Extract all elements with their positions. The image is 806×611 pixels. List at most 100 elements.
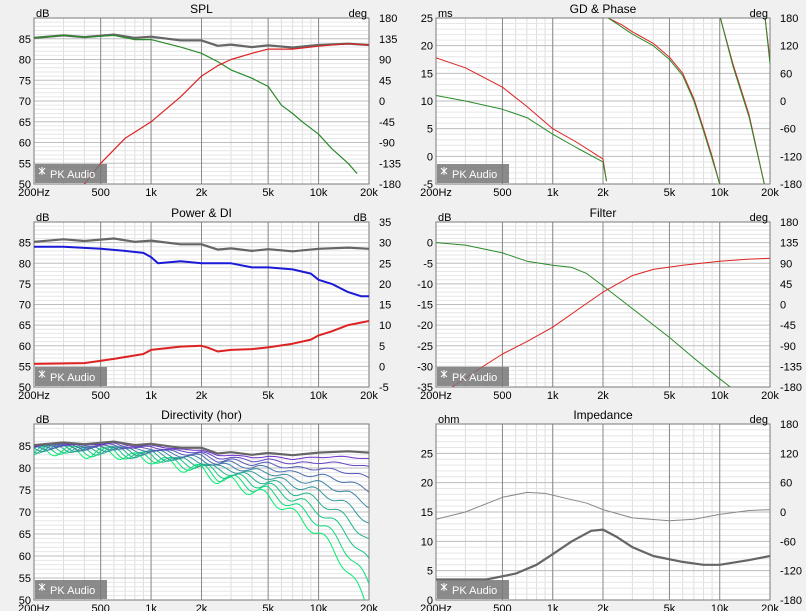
series-impedance (436, 528, 770, 581)
brand-label: PK Audio (452, 585, 497, 597)
left-tick-label: 10 (421, 96, 433, 108)
x-tick-label: 20k (360, 603, 378, 611)
x-tick-label: 1k (145, 187, 157, 199)
left-tick-label: 75 (19, 279, 31, 291)
chart-title: Impedance (573, 408, 633, 422)
brand-badge (35, 580, 107, 599)
x-tick-label: 20k (360, 390, 378, 402)
right-tick-label: 120 (780, 448, 798, 460)
plot-border (435, 221, 771, 388)
brand-badge (35, 367, 107, 386)
x-tick-label: 500 (91, 187, 109, 199)
right-tick-label: 45 (379, 75, 391, 87)
left-axis-unit: dB (36, 414, 49, 426)
left-tick-label: 20 (421, 478, 433, 490)
right-tick-label: -180 (379, 179, 401, 191)
x-tick-label: 1k (547, 390, 559, 402)
left-tick-label: 85 (19, 34, 31, 46)
x-tick-label: 10k (310, 187, 328, 199)
right-tick-label: -5 (379, 382, 389, 394)
x-tick-label: 200Hz (420, 603, 452, 611)
left-tick-label: 55 (19, 158, 31, 170)
right-tick-label: 90 (780, 258, 792, 270)
x-tick-label: 2k (597, 187, 609, 199)
right-axis-unit: deg (750, 212, 768, 224)
x-tick-label: 200Hz (420, 187, 452, 199)
left-tick-label: 65 (19, 320, 31, 332)
right-tick-label: 180 (379, 13, 397, 25)
right-tick-label: -120 (780, 566, 802, 578)
brand-watermark: PK Audio (437, 164, 509, 183)
brand-label: PK Audio (452, 372, 497, 384)
right-tick-label: 0 (780, 96, 786, 108)
x-tick-label: 2k (196, 603, 208, 611)
series-phase-green-1 (607, 18, 721, 184)
left-tick-label: 80 (19, 463, 31, 475)
x-tick-label: 20k (761, 187, 779, 199)
x-tick-label: 10k (310, 603, 328, 611)
series-sum (34, 440, 369, 457)
left-tick-label: 50 (19, 179, 31, 191)
series-group (436, 491, 770, 581)
left-tick-label: -35 (417, 382, 433, 394)
right-tick-label: -180 (780, 179, 802, 191)
x-tick-label: 200Hz (18, 603, 50, 611)
right-axis-unit: deg (750, 414, 768, 426)
brand-logo-icon (38, 370, 46, 378)
chart-panel-4: PK Audio Filter dB deg -35 -30 -25 -20 -15 -10 -5 0… (417, 206, 802, 402)
left-tick-label: -30 (417, 361, 433, 373)
series-gd-red (436, 57, 607, 182)
left-tick-label: 25 (421, 448, 433, 460)
x-tick-label: 2k (597, 603, 609, 611)
x-tick-label: 500 (91, 390, 109, 402)
chart-panel-1: PK Audio SPL dB deg 50 55 60 65 70 75 80 85 -180 -135… (18, 2, 401, 199)
x-tick-label: 5k (262, 603, 274, 611)
directivity-angle-curve (34, 444, 369, 559)
left-tick-label: 70 (19, 507, 31, 519)
chart-panel-2: PK Audio GD & Phase ms deg -5 0 5 10 15 20 25 -180 -… (420, 2, 802, 199)
series-phase-green-2 (719, 18, 765, 184)
directivity-angle-curve (34, 443, 369, 493)
left-tick-label: 20 (421, 41, 433, 53)
chart-panel-5: PK Audio Directivity (hor) dB 50 55 60 65 70 75 8… (18, 408, 378, 611)
series-power (34, 245, 369, 298)
x-tick-label: 200Hz (18, 390, 50, 402)
brand-logo-icon (38, 583, 46, 591)
right-tick-label: 135 (780, 238, 798, 250)
brand-watermark: PK Audio (35, 164, 107, 183)
brand-label: PK Audio (452, 169, 497, 181)
right-tick-label: -135 (379, 158, 401, 170)
right-tick-label: 180 (780, 13, 798, 25)
brand-watermark: PK Audio (437, 580, 509, 599)
series-group (34, 440, 369, 600)
series-group (436, 18, 770, 184)
x-tick-label: 5k (664, 187, 676, 199)
right-tick-label: 15 (379, 300, 391, 312)
right-tick-label: 60 (780, 68, 792, 80)
right-tick-label: -60 (780, 536, 796, 548)
left-tick-label: 70 (19, 300, 31, 312)
directivity-angle-curve (34, 443, 369, 479)
right-tick-label: 180 (780, 217, 798, 229)
x-tick-label: 20k (360, 187, 378, 199)
series-low (34, 34, 358, 174)
x-tick-label: 20k (761, 603, 779, 611)
brand-badge (437, 367, 509, 386)
left-tick-label: -25 (417, 341, 433, 353)
series-phase-green-3 (764, 18, 770, 65)
left-tick-label: -5 (423, 179, 433, 191)
x-tick-label: 10k (711, 187, 729, 199)
chart-title: Power & DI (171, 206, 232, 220)
x-tick-label: 500 (493, 187, 511, 199)
series-di (34, 320, 369, 365)
x-tick-label: 10k (310, 390, 328, 402)
left-tick-label: 0 (427, 151, 433, 163)
left-tick-label: 10 (421, 536, 433, 548)
right-tick-label: -180 (780, 595, 802, 607)
series-group (436, 242, 770, 387)
right-tick-label: 90 (379, 55, 391, 67)
left-tick-label: 0 (427, 238, 433, 250)
plot-border (33, 423, 370, 601)
chart-title: Filter (590, 206, 617, 220)
brand-label: PK Audio (50, 169, 95, 181)
